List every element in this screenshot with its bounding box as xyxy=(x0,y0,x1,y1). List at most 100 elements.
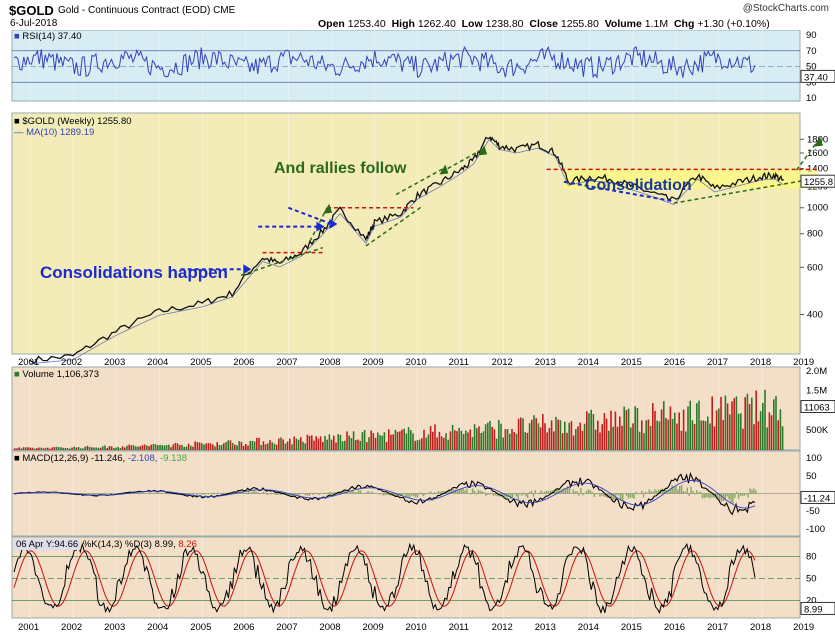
macd-histogram-bar xyxy=(519,493,521,495)
price-year-label: 2013 xyxy=(535,357,556,368)
macd-histogram-bar xyxy=(287,493,289,496)
volume-bar xyxy=(691,420,694,450)
volume-bar xyxy=(313,440,315,450)
volume-bar xyxy=(231,443,234,450)
macd-histogram-bar xyxy=(356,492,358,494)
volume-bar xyxy=(638,431,641,450)
volume-bar xyxy=(271,442,273,450)
volume-bar xyxy=(619,416,621,450)
macd-histogram-bar xyxy=(485,493,487,496)
macd-histogram-bar xyxy=(171,493,174,495)
volume-bar xyxy=(113,448,115,450)
volume-bar xyxy=(132,445,135,450)
volume-bar xyxy=(504,429,507,450)
volume-bar xyxy=(473,424,476,450)
macd-histogram-bar xyxy=(629,493,631,498)
stoch-k-line xyxy=(13,542,756,614)
macd-histogram-bar xyxy=(604,493,607,498)
volume-bar xyxy=(559,420,562,450)
macd-histogram-bar xyxy=(278,493,280,495)
volume-bar xyxy=(58,447,60,450)
macd-histogram-bar xyxy=(234,491,236,494)
macd-histogram-bar xyxy=(642,493,645,498)
macd-last-box xyxy=(800,490,835,504)
volume-bar xyxy=(192,446,194,450)
volume-bar xyxy=(493,429,496,450)
volume-bar xyxy=(194,441,196,450)
macd-histogram-bar xyxy=(547,491,550,494)
macd-histogram-bar xyxy=(456,491,459,494)
volume-bar xyxy=(363,430,366,450)
price-year-label: 2002 xyxy=(61,357,82,368)
macd-histogram-bar xyxy=(675,486,677,494)
bottom-year-label: 2012 xyxy=(492,622,513,633)
macd-histogram-bar xyxy=(705,493,707,498)
volume-bar xyxy=(533,415,535,450)
volume-bar xyxy=(399,431,401,450)
volume-bar xyxy=(746,393,749,450)
macd-histogram-bar xyxy=(276,493,278,495)
macd-histogram-bar xyxy=(325,493,327,495)
macd-histogram-bar xyxy=(447,490,449,494)
volume-bar xyxy=(623,406,625,450)
volume-bar xyxy=(601,424,603,450)
volume-bar xyxy=(755,390,757,450)
volume-bar xyxy=(25,447,27,450)
macd-histogram-bar xyxy=(694,493,696,495)
volume-bar xyxy=(709,423,711,450)
volume-bar xyxy=(724,395,727,450)
price-year-label: 2008 xyxy=(319,357,340,368)
macd-histogram-bar xyxy=(652,491,654,494)
macd-histogram-bar xyxy=(346,491,348,494)
macd-histogram-bar xyxy=(443,491,445,494)
macd-histogram-bar xyxy=(483,492,485,494)
volume-bar xyxy=(438,431,441,450)
macd-histogram-bar xyxy=(644,491,647,494)
stockcharts-logo[interactable]: @StockCharts.com xyxy=(742,3,829,14)
macd-histogram-bar xyxy=(302,493,305,494)
rsi-panel xyxy=(11,29,801,102)
macd-histogram-bar xyxy=(280,493,282,495)
macd-histogram-bar xyxy=(677,489,679,494)
price-tick-label: 1400 xyxy=(807,164,828,175)
macd-histogram-bar xyxy=(749,488,751,494)
volume-bar xyxy=(592,414,595,450)
macd-histogram-bar xyxy=(527,493,529,499)
volume-bar xyxy=(636,408,639,450)
price-year-label: 2014 xyxy=(578,357,599,368)
volume-bar xyxy=(139,446,141,450)
macd-histogram-bar xyxy=(637,493,639,495)
macd-histogram-bar xyxy=(582,493,584,496)
volume-bar xyxy=(154,444,157,450)
volume-bar xyxy=(225,442,227,450)
volume-bar xyxy=(346,431,348,450)
volume-bar xyxy=(207,443,210,450)
macd-histogram-bar xyxy=(591,492,593,494)
volume-bar xyxy=(524,432,526,450)
price-tick-label: 800 xyxy=(807,229,823,240)
volume-bar xyxy=(572,435,575,450)
macd-histogram-bar xyxy=(388,493,390,496)
macd-histogram-bar xyxy=(737,493,740,499)
volume-bar xyxy=(146,445,148,450)
macd-histogram-bar xyxy=(743,493,745,496)
volume-bar xyxy=(759,411,762,450)
macd-histogram-bar xyxy=(720,493,723,502)
macd-histogram-bar xyxy=(281,493,284,495)
macd-histogram-bar xyxy=(204,493,206,495)
macd-histogram-bar xyxy=(133,492,136,494)
volume-bar xyxy=(713,426,716,450)
volume-bar xyxy=(216,442,218,450)
macd-histogram-bar xyxy=(437,491,440,494)
macd-histogram-bar xyxy=(699,491,702,494)
open-value: 1253.40 xyxy=(347,18,386,30)
volume-bar xyxy=(484,424,487,450)
macd-histogram-bar xyxy=(618,493,620,496)
volume-bar xyxy=(506,429,509,450)
macd-histogram-bar xyxy=(411,493,413,496)
volume-bar xyxy=(781,426,784,450)
macd-histogram-bar xyxy=(622,493,624,502)
macd-histogram-bar xyxy=(253,490,255,494)
ticker-symbol[interactable]: $GOLD xyxy=(9,3,54,18)
rsi-tick-label: 70 xyxy=(806,46,817,57)
